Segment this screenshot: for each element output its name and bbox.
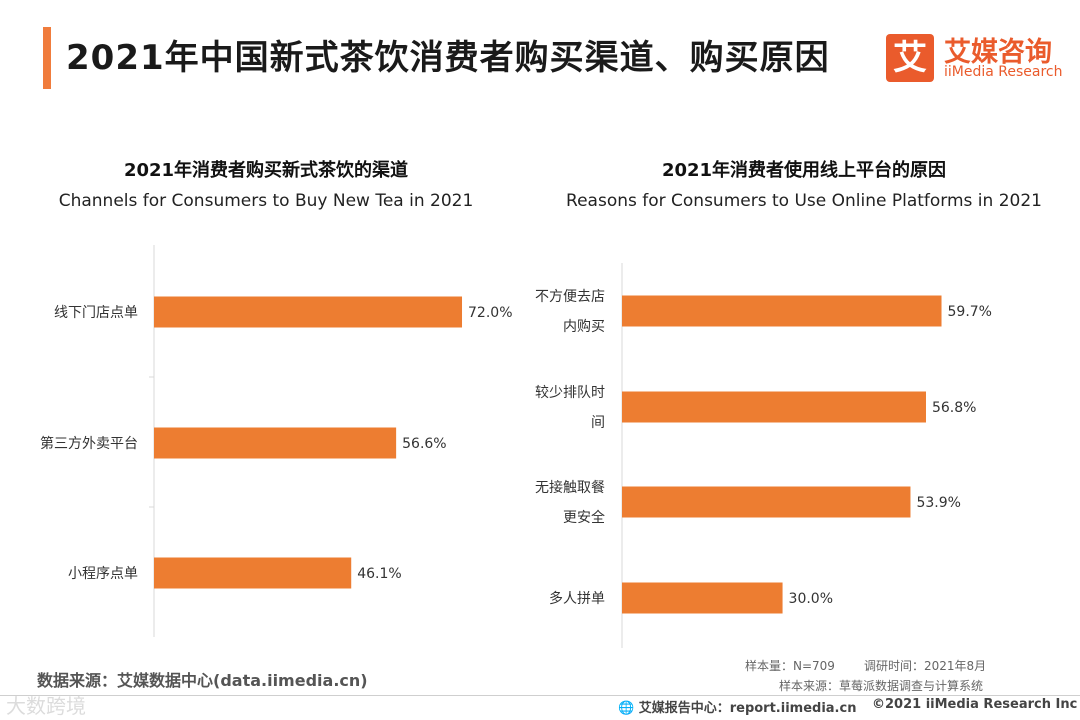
globe-icon: 🌐 bbox=[618, 701, 635, 716]
left-bar-2 bbox=[154, 557, 352, 589]
logo-name-en: iiMedia Research bbox=[944, 64, 1063, 80]
right-category-line-2-0: 无接触取餐 bbox=[535, 479, 605, 496]
logo-name-cn: 艾媒咨询 bbox=[944, 37, 1052, 68]
left-bar-0 bbox=[154, 296, 463, 328]
left-category-label-0: 线下门店点单 bbox=[54, 305, 138, 321]
page-title: 2021年中国新式茶饮消费者购买渠道、购买原因 bbox=[66, 38, 830, 78]
left-category-line-1-0: 第三方外卖平台 bbox=[40, 435, 138, 452]
right-category-label-1: 较少排队时间 bbox=[535, 385, 605, 431]
right-category-line-1-1: 间 bbox=[591, 415, 605, 431]
right-bar-3 bbox=[622, 582, 783, 614]
footer-report-center[interactable]: 🌐 艾媒报告中心：report.iimedia.cn bbox=[618, 697, 856, 716]
iimedia-logo[interactable]: 艾 艾媒咨询 iiMedia Research bbox=[886, 30, 1066, 86]
right-category-label-3: 多人拼单 bbox=[549, 590, 605, 607]
left-value-label-0: 72.0% bbox=[468, 305, 512, 321]
left-chart-subtitle: Channels for Consumers to Buy New Tea in… bbox=[58, 191, 474, 211]
logo-mark-icon: 艾 bbox=[886, 34, 934, 82]
right-value-label-2: 53.9% bbox=[916, 495, 960, 511]
left-bar-chart: 72.0% 线下门店点单 56.6% 第三方外卖平台 46.1% 小程序点单 bbox=[40, 245, 513, 637]
right-category-line-0-1: 内购买 bbox=[563, 319, 605, 335]
right-chart-title: 2021年消费者使用线上平台的原因 bbox=[661, 160, 947, 181]
right-bar-1 bbox=[622, 391, 926, 423]
left-chart-title: 2021年消费者购买新式茶饮的渠道 bbox=[123, 160, 409, 181]
left-category-line-0-0: 线下门店点单 bbox=[54, 305, 138, 321]
footer-divider bbox=[0, 695, 1080, 696]
right-value-label-3: 30.0% bbox=[789, 591, 833, 607]
right-bar-2 bbox=[622, 486, 911, 518]
left-category-label-2: 小程序点单 bbox=[68, 566, 138, 582]
title-accent-bar bbox=[43, 27, 51, 89]
right-bar-chart: 59.7% 不方便去店内购买 56.8% 较少排队时间 53.9% 无接触取餐更安全 30.… bbox=[535, 263, 992, 648]
right-category-line-3-0: 多人拼单 bbox=[549, 590, 605, 607]
left-category-label-1: 第三方外卖平台 bbox=[40, 435, 138, 452]
right-category-line-1-0: 较少排队时 bbox=[535, 385, 605, 401]
left-value-label-1: 56.6% bbox=[402, 436, 446, 452]
right-category-line-0-0: 不方便去店 bbox=[535, 289, 605, 305]
right-value-label-1: 56.8% bbox=[932, 400, 976, 416]
right-value-label-0: 59.7% bbox=[948, 304, 992, 320]
right-category-line-2-1: 更安全 bbox=[563, 509, 605, 526]
left-category-line-2-0: 小程序点单 bbox=[68, 566, 138, 582]
watermark: 大数跨境 bbox=[6, 694, 86, 718]
sample-size: 样本量：N=709 bbox=[745, 659, 835, 673]
right-category-label-0: 不方便去店内购买 bbox=[535, 289, 605, 335]
right-bar-0 bbox=[622, 295, 942, 327]
left-value-label-2: 46.1% bbox=[357, 566, 401, 582]
data-source: 数据来源：艾媒数据中心(data.iimedia.cn) bbox=[37, 671, 368, 690]
right-category-label-2: 无接触取餐更安全 bbox=[535, 479, 605, 526]
survey-time: 调研时间：2021年8月 bbox=[864, 659, 987, 673]
right-chart-subtitle: Reasons for Consumers to Use Online Plat… bbox=[566, 191, 1042, 211]
left-bar-1 bbox=[154, 427, 397, 459]
footer-copyright: ©2021 iiMedia Research Inc bbox=[872, 697, 1078, 712]
sample-source: 样本来源：草莓派数据调查与计算系统 bbox=[779, 679, 984, 693]
footer-report-text: 艾媒报告中心：report.iimedia.cn bbox=[638, 701, 857, 716]
